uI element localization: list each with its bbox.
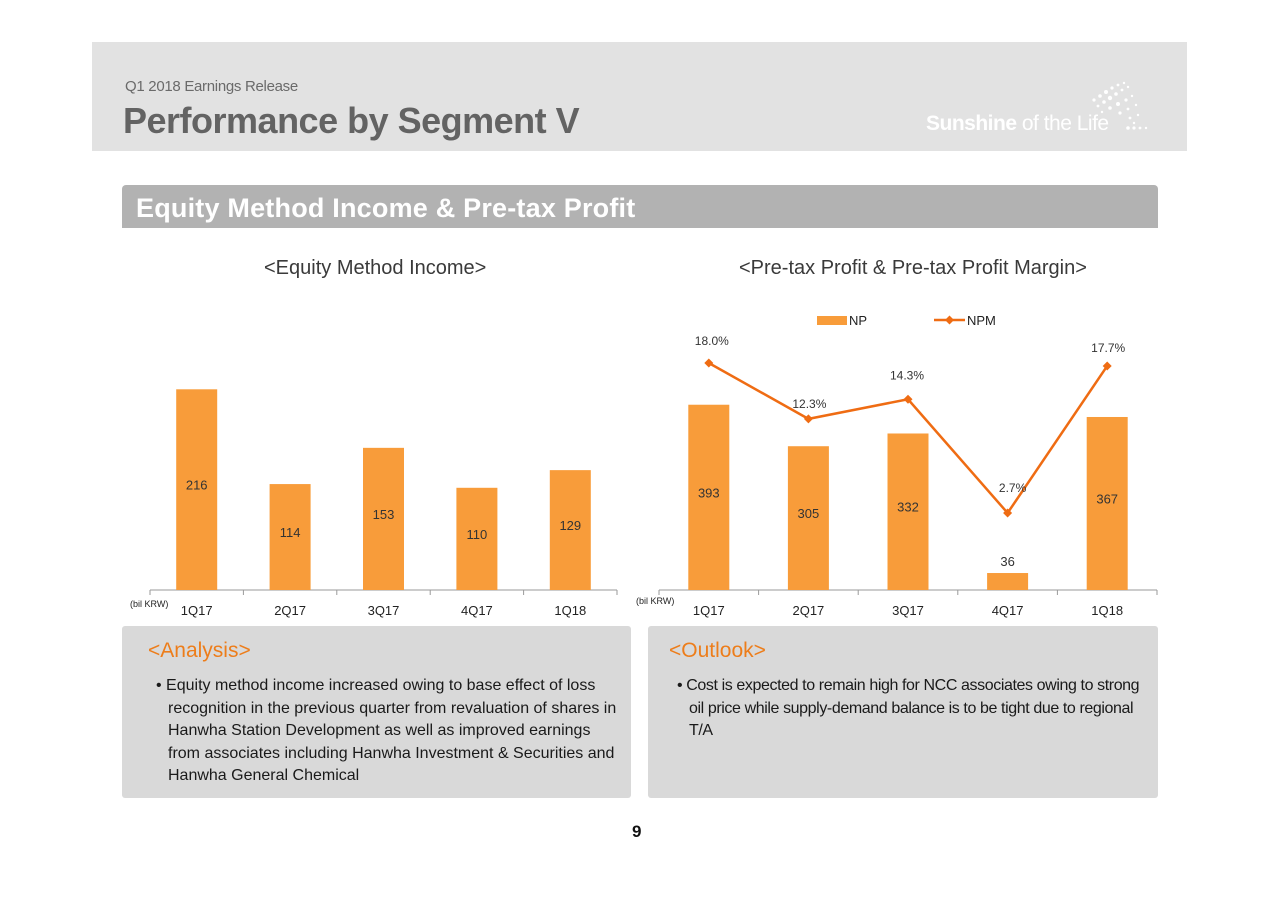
page-title: Performance by Segment V xyxy=(123,100,580,141)
left-chart-title: <Equity Method Income> xyxy=(264,257,487,279)
x-tick-label: 4Q17 xyxy=(461,603,493,618)
x-tick-label: 4Q17 xyxy=(992,603,1024,618)
npm-label: 12.3% xyxy=(792,397,826,411)
npm-point xyxy=(1003,508,1013,518)
analysis-title: <Analysis> xyxy=(148,639,251,662)
bar xyxy=(176,389,218,590)
unit-label: (bil KRW) xyxy=(636,596,674,606)
bar xyxy=(363,447,404,590)
data-label: 153 xyxy=(373,507,395,522)
section-title: Equity Method Income & Pre-tax Profit xyxy=(136,193,636,223)
data-label: 129 xyxy=(559,518,581,533)
brand-logo: Sunshine of the Life xyxy=(924,78,1154,142)
header-banner: Q1 2018 Earnings Release Performance by … xyxy=(92,42,1187,151)
x-tick-label: 1Q17 xyxy=(693,603,725,618)
npm-point xyxy=(704,358,714,368)
report-label: Q1 2018 Earnings Release xyxy=(125,78,298,95)
bar xyxy=(1086,416,1128,590)
section-bar: Equity Method Income & Pre-tax Profit xyxy=(122,185,1158,228)
unit-label: (bil KRW) xyxy=(130,599,168,609)
analysis-box: <Analysis> • Equity method income increa… xyxy=(122,626,631,798)
x-tick-label: 1Q18 xyxy=(1091,603,1123,618)
bar xyxy=(456,487,498,590)
x-tick-label: 3Q17 xyxy=(892,603,924,618)
data-label: 332 xyxy=(897,500,919,515)
bar xyxy=(887,433,929,590)
legend-label-np: NP xyxy=(849,313,867,328)
equity-method-income-chart: 216 114 153 110 129 1Q17 2Q17 3Q17 4Q17 1Q18 (bil … xyxy=(130,389,618,618)
legend-label-npm: NPM xyxy=(967,313,996,328)
legend-marker-npm xyxy=(945,315,954,325)
npm-point xyxy=(903,394,913,404)
npm-point xyxy=(1102,361,1112,371)
sunburst-icon xyxy=(1092,81,1148,130)
bar xyxy=(549,470,591,590)
brand-tagline: Sunshine of the Life xyxy=(926,112,1109,135)
outlook-title: <Outlook> xyxy=(669,639,766,662)
bar xyxy=(688,404,730,590)
npm-label: 2.7% xyxy=(999,481,1027,495)
x-tick-label: 1Q18 xyxy=(554,603,586,618)
bar xyxy=(787,446,829,590)
legend-swatch-np xyxy=(817,316,847,325)
x-tick-label: 2Q17 xyxy=(792,603,824,618)
data-label: 36 xyxy=(1000,554,1014,569)
data-label: 216 xyxy=(186,478,208,493)
right-chart-title: <Pre-tax Profit & Pre-tax Profit Margin> xyxy=(739,257,1087,279)
npm-point xyxy=(803,414,813,424)
x-tick-label: 3Q17 xyxy=(368,603,400,618)
outlook-box: <Outlook> • Cost is expected to remain h… xyxy=(648,626,1158,798)
bar xyxy=(269,484,311,590)
page-number: 9 xyxy=(632,822,642,841)
x-tick-label: 2Q17 xyxy=(274,603,306,618)
data-label: 305 xyxy=(798,506,820,521)
data-label: 393 xyxy=(698,485,720,500)
pretax-profit-chart: 393 305 332 36 367 18.0% 12.3% 14.3% 2.7% 17.7% 1Q… xyxy=(636,313,1158,618)
data-label: 114 xyxy=(280,525,301,540)
data-label: 110 xyxy=(467,527,488,542)
npm-label: 18.0% xyxy=(695,334,729,348)
data-label: 367 xyxy=(1096,491,1118,506)
bar xyxy=(987,573,1029,590)
npm-label: 17.7% xyxy=(1091,341,1125,355)
npm-label: 14.3% xyxy=(890,368,924,382)
analysis-text: • Equity method income increased owing t… xyxy=(156,677,617,784)
outlook-text: • Cost is expected to remain high for NC… xyxy=(677,677,1140,739)
x-tick-label: 1Q17 xyxy=(181,603,213,618)
